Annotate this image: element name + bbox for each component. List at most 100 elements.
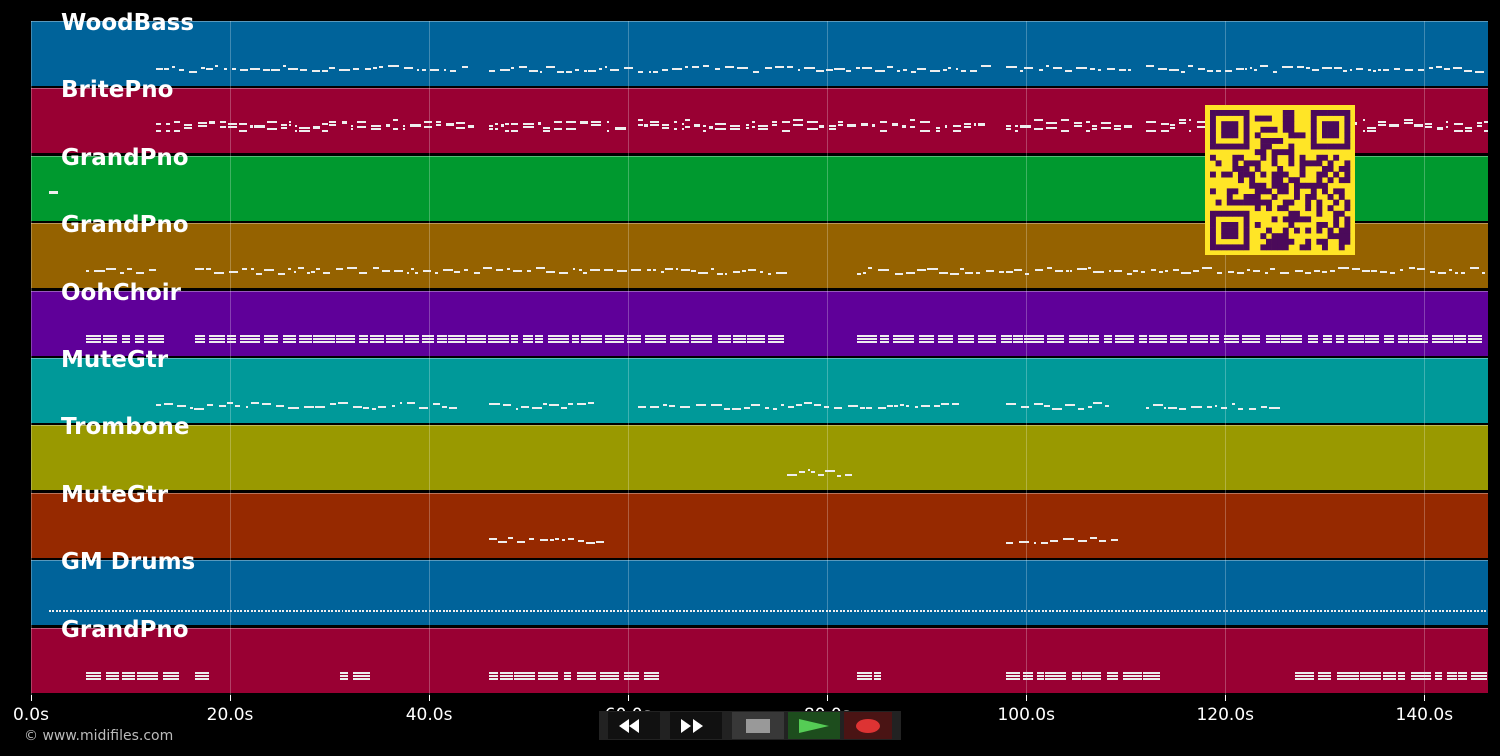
- note: [444, 69, 447, 71]
- note: [926, 610, 929, 613]
- note: [741, 270, 746, 273]
- note: [1253, 69, 1257, 71]
- note: [557, 610, 560, 613]
- note: [650, 406, 659, 408]
- note: [792, 119, 804, 122]
- note: [1383, 671, 1397, 674]
- rewind-button[interactable]: [608, 712, 660, 739]
- note: [136, 272, 144, 275]
- note: [1456, 610, 1459, 613]
- note: [1066, 270, 1070, 273]
- note: [675, 610, 678, 613]
- note: [954, 610, 957, 613]
- track-label: Trombone: [61, 414, 190, 441]
- note: [288, 407, 299, 409]
- note: [352, 671, 370, 674]
- note: [680, 406, 690, 408]
- note: [1019, 70, 1023, 72]
- note: [919, 121, 931, 124]
- note: [85, 340, 102, 343]
- note: [1372, 70, 1376, 72]
- track-6[interactable]: [31, 425, 1488, 491]
- note: [62, 610, 65, 613]
- note: [163, 610, 166, 613]
- note: [439, 610, 442, 613]
- note: [773, 610, 776, 613]
- note: [446, 610, 448, 613]
- note: [505, 610, 508, 613]
- note: [1123, 677, 1143, 680]
- note: [1174, 610, 1176, 613]
- note: [87, 610, 90, 613]
- fast-forward-button[interactable]: [670, 712, 722, 739]
- note: [134, 334, 144, 337]
- note: [711, 404, 722, 406]
- track-7[interactable]: [31, 492, 1488, 558]
- note: [1170, 337, 1187, 340]
- note: [1414, 610, 1417, 613]
- track-4[interactable]: [31, 290, 1488, 356]
- note: [488, 337, 510, 340]
- note: [947, 67, 951, 69]
- note: [515, 610, 518, 613]
- note: [957, 340, 975, 343]
- track-0[interactable]: [31, 21, 1488, 86]
- note: [1438, 272, 1446, 275]
- note: [1153, 610, 1156, 613]
- note: [579, 121, 589, 124]
- note: [1468, 340, 1483, 343]
- note: [933, 405, 940, 407]
- note: [1006, 671, 1020, 674]
- note: [249, 125, 253, 128]
- track-5[interactable]: [31, 358, 1488, 423]
- record-button[interactable]: [844, 712, 892, 739]
- stop-button[interactable]: [732, 712, 784, 739]
- note: [1364, 340, 1380, 343]
- note: [416, 69, 419, 71]
- note: [1446, 121, 1449, 124]
- note: [371, 125, 382, 128]
- note: [1001, 334, 1013, 337]
- note: [386, 340, 403, 343]
- note: [653, 71, 659, 73]
- note: [1006, 677, 1020, 680]
- note: [358, 334, 369, 337]
- track-8[interactable]: [31, 560, 1488, 626]
- note: [742, 610, 745, 613]
- note: [599, 674, 620, 677]
- piano-roll[interactable]: WoodBass BritePno GrandPno GrandPno OohChoir…: [31, 11, 1488, 695]
- note: [1464, 127, 1473, 130]
- note: [1352, 268, 1360, 271]
- note: [1265, 334, 1280, 337]
- note: [1275, 610, 1277, 613]
- note: [1106, 677, 1118, 680]
- note: [1437, 127, 1444, 130]
- note: [1317, 674, 1332, 677]
- note: [737, 67, 749, 69]
- note: [857, 273, 861, 276]
- note: [1055, 610, 1058, 613]
- note: [188, 610, 191, 613]
- note: [1355, 68, 1363, 70]
- note: [715, 128, 726, 131]
- note: [1113, 270, 1122, 273]
- note: [339, 677, 348, 680]
- note: [442, 406, 448, 408]
- note: [765, 67, 773, 69]
- note: [572, 268, 575, 271]
- note: [874, 610, 877, 613]
- note: [312, 70, 320, 72]
- track-9[interactable]: [31, 627, 1488, 693]
- note: [605, 340, 625, 343]
- note: [936, 127, 940, 130]
- note: [1463, 70, 1473, 72]
- play-button[interactable]: [788, 712, 840, 739]
- note: [961, 610, 964, 613]
- note: [1189, 337, 1209, 340]
- note: [1006, 610, 1009, 613]
- note: [522, 340, 534, 343]
- note: [195, 671, 209, 674]
- note: [1123, 126, 1132, 129]
- note: [1390, 272, 1395, 275]
- note: [775, 272, 787, 275]
